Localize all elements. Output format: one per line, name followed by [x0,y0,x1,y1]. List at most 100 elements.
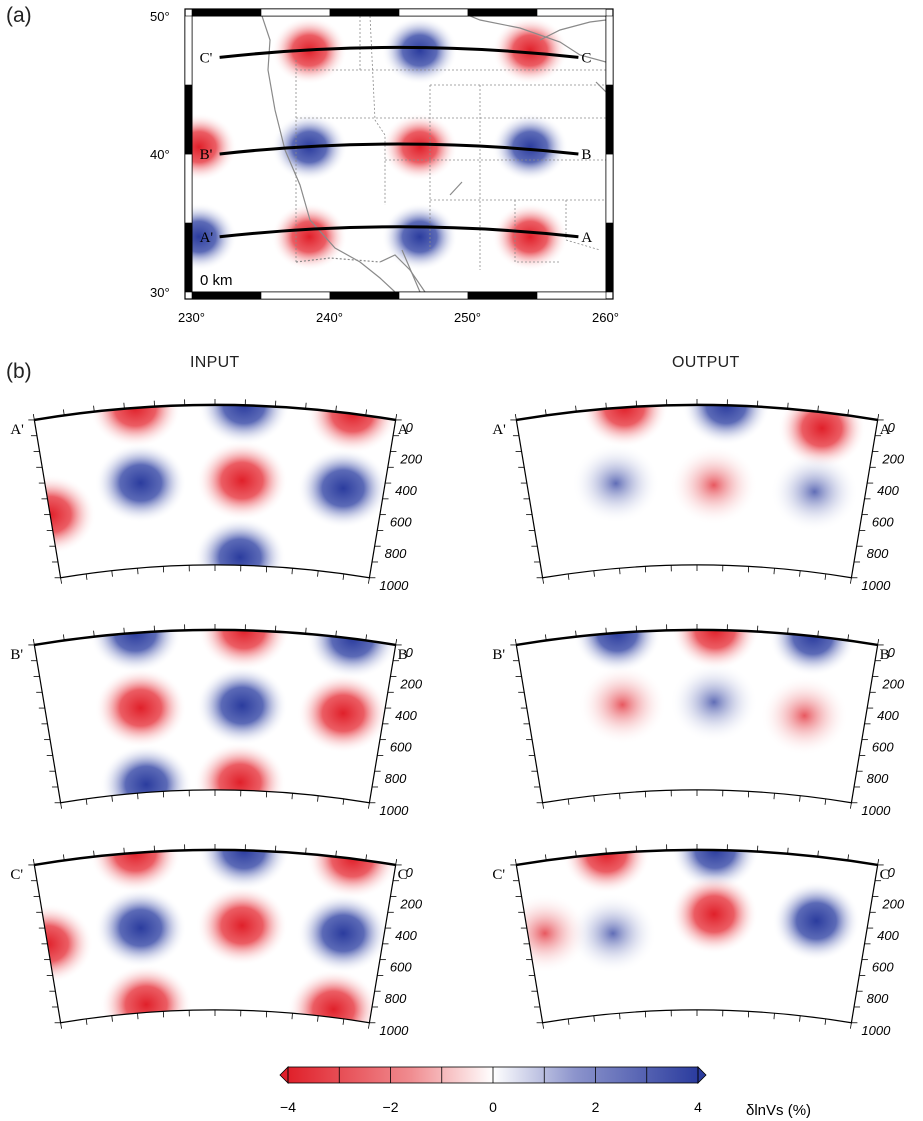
depth-tick-label: 400 [395,928,417,943]
section-tick [365,854,367,861]
depth-tick-label: 1000 [379,578,409,593]
section-anomaly-slow [516,893,589,974]
section-start-label: A' [492,422,506,438]
map-frame-segment [191,8,262,17]
map-anomaly-fast [381,16,458,85]
section-anomaly-slow [669,445,758,526]
section-tick [342,1018,345,1025]
section-tick [111,795,113,802]
section-tick [799,1015,801,1022]
section-start-label: B' [10,647,23,663]
depth-tick-label: 0 [406,420,414,435]
depth-tick-label: 0 [888,865,896,880]
profile-lines: C' C B' B A' A [200,45,592,246]
section-tick [575,850,577,857]
map-anomaly-slow [192,113,237,182]
section-tick [593,570,595,577]
map-frame-segment [605,15,614,86]
profile-start-label: C' [200,50,213,66]
map-frame-segment [536,291,607,300]
colorbar-max-arrow [697,1066,707,1084]
depth-tick-label: 0 [888,645,896,660]
depth-tick-label: 600 [872,515,894,530]
depth-tick-label: 0 [406,645,414,660]
section-tick [542,1022,544,1029]
lat-tick-label: 50° [150,9,170,24]
depth-tick-label: 800 [867,771,889,786]
section-tick [567,1018,570,1025]
section-tick [593,1015,595,1022]
profile-line [219,142,579,156]
section-tick [395,638,398,646]
section-tick [817,405,819,412]
section-tick [368,577,370,584]
section-tick [317,795,319,802]
input-column-title: INPUT [190,354,240,371]
map-frame-segment [184,153,193,224]
map-anomaly-fast [381,202,458,271]
section-tick [824,798,827,805]
section-tick [63,634,65,641]
section-tick [335,630,337,637]
depth-tick-label: 400 [877,928,899,943]
depth-tick-label: 200 [881,677,904,692]
colorbar-label: δlnVs (%) [746,1102,811,1119]
section-end-label: B [880,647,890,663]
profile-line [219,225,579,239]
map-frame-segment [260,291,331,300]
section-anomaly-slow [578,664,667,745]
map-anomaly-slow [271,202,348,271]
section-anomaly-fast [94,442,187,523]
section-anomaly-fast [772,880,861,961]
map-frame-segment [605,84,614,155]
profile-end-label: B [581,147,591,163]
section-tick [60,802,62,809]
section-tick [799,795,801,802]
section-anomalies [89,629,396,803]
depth-tick-label: 800 [385,771,407,786]
section-anomaly-slow [287,969,380,1023]
map-frame-segment [184,15,193,86]
profile-line [219,45,579,59]
section-anomalies [573,629,857,756]
section-tick [63,409,65,416]
map-anomaly-slow [492,202,569,271]
section-surface [34,403,396,422]
depth-tick-label: 1000 [379,803,409,818]
section-tick [575,630,577,637]
depth-tick-label: 200 [399,677,422,692]
section-anomaly-fast [194,517,287,578]
section-anomaly-slow [196,440,289,521]
section-end-label: A [398,422,409,438]
section-anomaly-fast [94,887,187,968]
map-frame-segment [184,84,193,155]
section-anomaly-fast [770,451,859,532]
depth-tick-label: 1000 [861,1023,891,1038]
profile-start-label: A' [200,230,214,246]
section-tick [335,850,337,857]
depth-tick-label: 1000 [861,578,891,593]
map-frame-segment [398,8,469,17]
colorbar-tick-label: −4 [280,1099,296,1115]
section-start-label: C' [10,867,23,883]
section-anomaly-fast [100,744,193,803]
section-start-label: A' [10,422,24,438]
section-surface [516,403,878,422]
section-tick [514,638,517,646]
depth-tick-label: 800 [867,991,889,1006]
section-tick [32,413,35,421]
section-anomaly-fast [571,443,660,524]
section-input-1: 0 200 400 600 800 1000 B' B [10,624,423,818]
section-end-label: A [880,422,891,438]
section-tick [877,638,880,646]
section-tick [365,409,367,416]
depth-tick-label: 800 [385,546,407,561]
map-frame-segment [605,222,614,293]
section-tick [542,577,544,584]
lat-tick-label: 40° [150,147,170,162]
section-tick [342,798,345,805]
section-tick [368,1022,370,1029]
depth-tick-label: 200 [399,897,422,912]
section-tick [85,798,88,805]
